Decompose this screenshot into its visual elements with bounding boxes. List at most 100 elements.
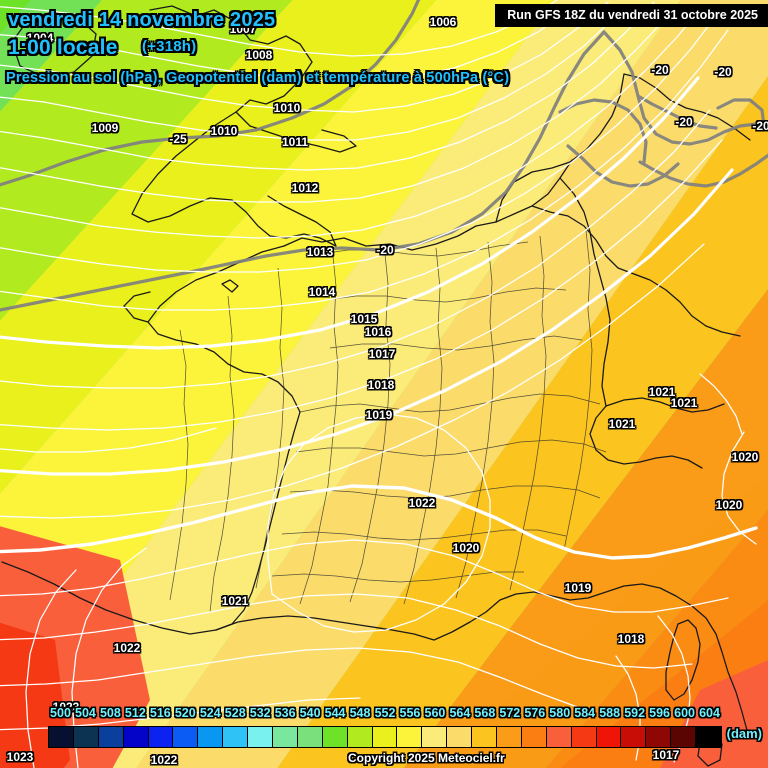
isobar-label: 1021: [608, 417, 636, 431]
legend-swatch: [223, 727, 249, 747]
legend-tick: 504: [75, 706, 96, 720]
isobar-label: 1006: [429, 15, 457, 29]
isobar-label: 1019: [564, 581, 592, 595]
map-parameters-label: Pression au sol (hPa), Geopotentiel (dam…: [6, 70, 510, 86]
legend-swatch: [621, 727, 647, 747]
legend-tick-labels: 500 504 508 512 516 520 524 528 532 536 540 544 548 5…: [0, 706, 768, 724]
legend-swatch: [198, 727, 224, 747]
isobar-label: 1021: [221, 594, 249, 608]
legend-tick: 556: [399, 706, 421, 720]
legend-tick: 604: [699, 706, 720, 720]
legend-tick: 516: [149, 706, 171, 720]
isobar-label: 1021: [648, 385, 676, 399]
legend-tick: 560: [424, 706, 446, 720]
temperature-label: -20: [714, 65, 732, 79]
legend-tick: 580: [549, 706, 571, 720]
legend-swatch: [248, 727, 274, 747]
legend-swatch: [571, 727, 597, 747]
legend-tick: 540: [299, 706, 321, 720]
temperature-label: -20: [651, 63, 669, 77]
legend-tick: 512: [124, 706, 146, 720]
isobar-label: 1017: [368, 347, 396, 361]
legend-swatch: [472, 727, 498, 747]
legend-swatch: [596, 727, 622, 747]
isobar-label: 1013: [306, 245, 334, 259]
legend-swatch: [322, 727, 348, 747]
legend-tick: 564: [449, 706, 471, 720]
legend-swatch: [646, 727, 672, 747]
isobar-label: 1004: [26, 31, 54, 45]
legend-swatch: [521, 727, 547, 747]
copyright-notice: Copyright 2025 Meteociel.fr: [348, 751, 505, 765]
legend-tick: 568: [474, 706, 496, 720]
legend-tick: 552: [374, 706, 396, 720]
legend-swatch: [347, 727, 373, 747]
legend-tick: 572: [499, 706, 521, 720]
isobar-label: 1007: [229, 22, 257, 36]
legend-tick: 592: [624, 706, 646, 720]
legend-tick: 548: [349, 706, 371, 720]
temperature-label: -20: [675, 115, 693, 129]
legend-swatch: [497, 727, 522, 747]
legend-tick: 532: [249, 706, 271, 720]
isobar-label: 1019: [365, 408, 393, 422]
isobar-label: 1023: [52, 700, 80, 714]
temperature-label: -20: [376, 243, 394, 257]
isobar-label: 1020: [715, 498, 743, 512]
legend-swatch: [273, 727, 298, 747]
legend-tick: 524: [199, 706, 221, 720]
color-scale-legend: 500 504 508 512 516 520 524 528 532 536 540 544 548 5…: [0, 700, 768, 768]
legend-swatch: [696, 727, 722, 747]
forecast-date: vendredi 14 novembre 2025: [8, 9, 276, 31]
legend-unit-label: (dam): [726, 726, 762, 741]
isobar-label: 1009: [91, 121, 119, 135]
legend-tick: 600: [674, 706, 695, 720]
legend-swatch: [148, 727, 174, 747]
isobar-label: 1017: [652, 748, 680, 762]
legend-swatch: [98, 727, 124, 747]
legend-tick: 544: [324, 706, 346, 720]
isobar-label: 1011: [281, 135, 309, 149]
legend-tick: 576: [524, 706, 546, 720]
isobar-label: 1012: [291, 181, 319, 195]
forecast-time: 1:00 locale: [8, 36, 118, 59]
legend-tick: 596: [649, 706, 671, 720]
isobar-label: 1022: [150, 753, 178, 767]
forecast-lead-offset: (+318h): [142, 38, 197, 55]
isobar-label: 1020: [452, 541, 480, 555]
legend-swatch: [397, 727, 423, 747]
legend-swatch: [372, 727, 398, 747]
isobar-label: 1010: [273, 101, 301, 115]
isobar-label: 1010: [210, 124, 238, 138]
legend-swatch: [297, 727, 323, 747]
legend-tick: 584: [574, 706, 596, 720]
isobar-label: 1018: [367, 378, 395, 392]
legend-swatch: [49, 727, 74, 747]
isobar-label: 1020: [731, 450, 759, 464]
isobar-label: 1023: [6, 750, 34, 764]
isobar-label: 1015: [350, 312, 378, 326]
legend-swatch: [422, 727, 448, 747]
isobar-label: 1021: [670, 396, 698, 410]
legend-tick: 520: [174, 706, 196, 720]
legend-swatch: [447, 727, 473, 747]
legend-tick: 508: [99, 706, 121, 720]
legend-swatch: [173, 727, 199, 747]
legend-tick: 536: [274, 706, 296, 720]
legend-swatch: [73, 727, 99, 747]
isobar-label: 1008: [245, 48, 273, 62]
isobar-label: 1016: [364, 325, 392, 339]
legend-tick: 528: [224, 706, 246, 720]
isobar-label: 1022: [113, 641, 141, 655]
isobar-label: 1022: [408, 496, 436, 510]
legend-color-bar: [48, 726, 722, 748]
isobar-label: 1018: [617, 632, 645, 646]
legend-tick: 500: [50, 706, 71, 720]
legend-swatch: [123, 727, 149, 747]
legend-swatch: [546, 727, 572, 747]
model-run-label: Run GFS 18Z du vendredi 31 octobre 2025: [495, 4, 768, 27]
temperature-label: -25: [169, 132, 187, 146]
